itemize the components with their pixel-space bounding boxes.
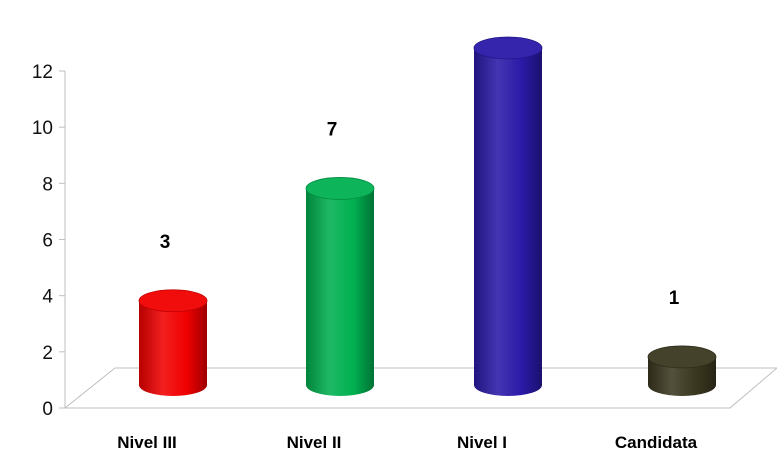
x-category-label: Nivel III: [117, 433, 177, 452]
bar-body: [139, 300, 207, 396]
y-tick-label: 12: [32, 62, 53, 83]
bar-top: [305, 177, 375, 200]
y-tick-label: 8: [42, 174, 53, 195]
chart-floor: [63, 367, 777, 409]
bar-top: [473, 36, 543, 60]
bar-nivel-ii: [305, 177, 375, 396]
y-tick-label: 2: [42, 343, 53, 364]
bar-body: [306, 188, 374, 396]
y-tick-label: 4: [42, 287, 53, 308]
floor-plane: [63, 367, 777, 409]
y-axis: 0 2 4 6 8 10 12: [32, 62, 66, 420]
bar-body: [474, 48, 542, 396]
bar-candidata: [647, 345, 717, 396]
y-tick-label: 10: [32, 118, 53, 139]
y-tick-label: 6: [42, 231, 53, 252]
x-category-label: Candidata: [615, 433, 698, 452]
x-category-label: Nivel II: [287, 433, 342, 452]
bar-nivel-i: [473, 36, 543, 396]
y-tick-label: 0: [42, 399, 53, 420]
bars: [138, 36, 717, 396]
bar-top: [138, 289, 208, 313]
data-label: 3: [160, 232, 171, 253]
data-label: 1: [669, 288, 680, 309]
bar-top: [647, 345, 717, 369]
data-label: 7: [327, 119, 338, 140]
x-category-label: Nivel I: [457, 433, 507, 452]
bar-nivel-iii: [138, 289, 208, 396]
